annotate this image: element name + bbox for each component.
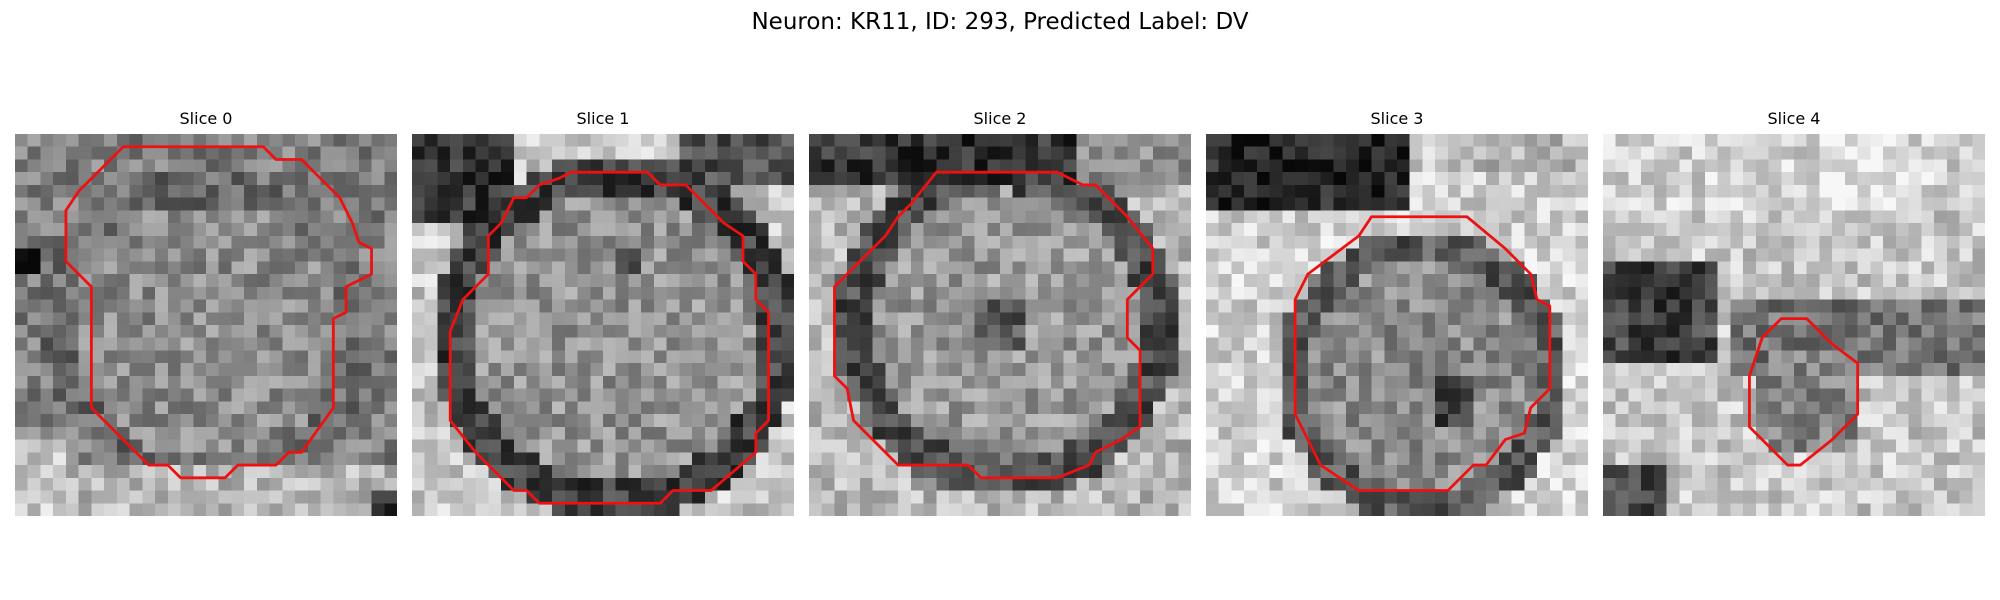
slice-title-1: Slice 1 — [576, 109, 630, 128]
slice-image-3 — [1206, 134, 1588, 516]
slice-panel-1: Slice 1 — [412, 0, 794, 600]
pixel-grid — [412, 134, 794, 516]
slice-panel-4: Slice 4 — [1603, 0, 1985, 600]
pixel-grid — [809, 134, 1191, 516]
slice-image-2 — [809, 134, 1191, 516]
cell-contour-outline — [64, 145, 373, 480]
slice-image-4 — [1603, 134, 1985, 516]
cell-contour-outline — [1748, 317, 1860, 467]
slice-panel-0: Slice 0 — [15, 0, 397, 600]
slice-panel-2: Slice 2 — [809, 0, 1191, 600]
pixel-grid — [15, 134, 397, 516]
slice-image-1 — [412, 134, 794, 516]
cell-contour-outline — [448, 170, 770, 505]
slice-image-0 — [15, 134, 397, 516]
cell-contour-outline — [1293, 215, 1552, 492]
pixel-grid — [1603, 134, 1985, 516]
slice-title-2: Slice 2 — [973, 109, 1027, 128]
slice-title-4: Slice 4 — [1767, 109, 1821, 128]
slice-title-0: Slice 0 — [179, 109, 233, 128]
pixel-grid — [1206, 134, 1588, 516]
slice-panel-3: Slice 3 — [1206, 0, 1588, 600]
figure-title: Neuron: KR11, ID: 293, Predicted Label: … — [751, 9, 1249, 35]
cell-contour-outline — [833, 170, 1155, 480]
slice-title-3: Slice 3 — [1370, 109, 1424, 128]
